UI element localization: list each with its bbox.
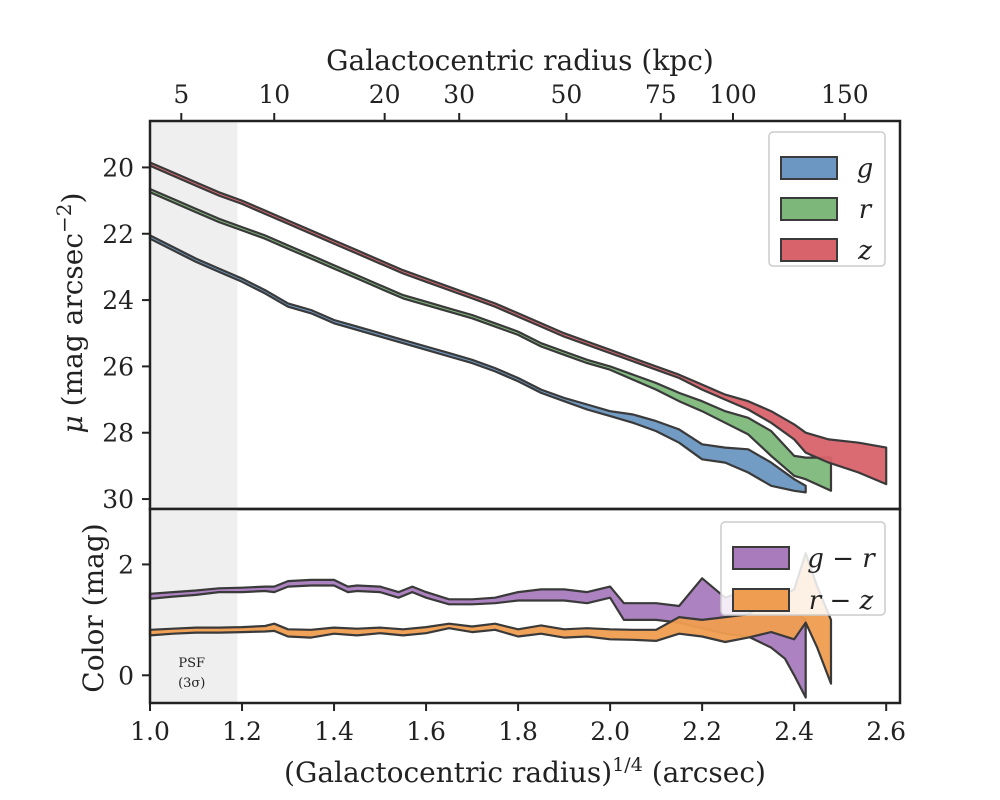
x-tick-label-1.4: 1.4 [314,717,354,746]
legend-swatch-g-r [732,546,790,570]
band-g-r [148,577,807,699]
kpc-tick-label-100: 100 [709,80,757,109]
color-y-axis-title: Color (mag) [77,523,110,692]
ylabel-close-paren: ) [56,193,89,204]
color-panel: 02 1.0 1.2 1.4 1.6 1.8 2.0 2.2 2.4 2.6 PSF (3σ) … [77,507,906,789]
legend-label-r: r [859,195,873,225]
legend-label-z: z [857,236,872,266]
color-y-ticks: 02 [118,550,150,690]
top-kpc-ticks: 5 10 20 30 50 75 100 150 [173,80,869,121]
surface-brightness-panel: 20 22 24 26 28 30 5 10 20 30 50 75 100 150 Galactoce… [52,44,902,514]
top-x-axis-title: Galactocentric radius (kpc) [326,44,714,77]
color-legend: g − r r − z [720,521,886,616]
band-r-z [148,552,833,685]
kpc-tick-label-50: 50 [551,80,583,109]
surface-brightness-y-ticks: 20 22 24 26 28 30 [102,153,150,514]
surface-brightness-y-axis-title: μ (mag arcsec−2) [52,193,89,434]
y-tick-label-28: 28 [102,419,134,448]
x-tick-label-2.6: 2.6 [866,717,906,746]
legend-label-g-r: g − r [807,544,876,574]
color-axes-frame [148,507,902,705]
legend-label-g: g [857,154,874,184]
psf-shaded-region [150,121,238,509]
kpc-tick-label-150: 150 [821,80,869,109]
ylabel-exponent: −2 [52,203,76,232]
xlabel-exponent: 1/4 [612,754,643,776]
y-tick-label-24: 24 [102,286,134,315]
x-tick-label-1.8: 1.8 [498,717,538,746]
kpc-tick-label-5: 5 [173,80,189,109]
x-tick-label-2.2: 2.2 [682,717,722,746]
kpc-tick-label-10: 10 [258,80,290,109]
ylabel-units: (mag arcsec [56,233,89,415]
y-tick-label-20: 20 [102,153,134,182]
y-tick-label-30: 30 [102,485,134,514]
legend-swatch-z [780,238,838,262]
band-z [148,161,888,486]
color-bands [148,552,833,699]
bottom-x-ticks: 1.0 1.2 1.4 1.6 1.8 2.0 2.2 2.4 2.6 [130,703,906,746]
y-tick-label-22: 22 [102,220,134,249]
x-tick-label-2.4: 2.4 [774,717,814,746]
x-tick-label-1.2: 1.2 [222,717,262,746]
legend-swatch-g [780,156,838,180]
x-tick-label-1.0: 1.0 [130,717,170,746]
psf-label: PSF [178,656,205,671]
kpc-tick-label-30: 30 [443,80,475,109]
color-y-tick-label-2: 2 [118,550,134,579]
y-tick-label-26: 26 [102,352,134,381]
psf-sigma-label: (3σ) [178,676,205,691]
legend-label-r-z: r − z [809,586,874,616]
xlabel-units: (arcsec) [643,756,766,789]
psf-shaded-region-color [150,509,238,703]
kpc-tick-label-20: 20 [369,80,401,109]
kpc-tick-label-75: 75 [645,80,677,109]
legend-swatch-r [780,197,838,221]
x-tick-label-2.0: 2.0 [590,717,630,746]
legend-swatch-r-z [732,588,790,612]
surface-brightness-bands [148,161,888,494]
mu-symbol: μ [56,415,89,433]
bottom-x-axis-title: (Galactocentric radius)1/4 (arcsec) [284,754,766,789]
xlabel-main: (Galactocentric radius) [284,756,612,789]
color-y-tick-label-0: 0 [118,661,134,690]
band-g [148,234,807,494]
band-r [148,187,833,492]
x-tick-label-1.6: 1.6 [406,717,446,746]
surface-brightness-legend: grz [768,131,886,267]
